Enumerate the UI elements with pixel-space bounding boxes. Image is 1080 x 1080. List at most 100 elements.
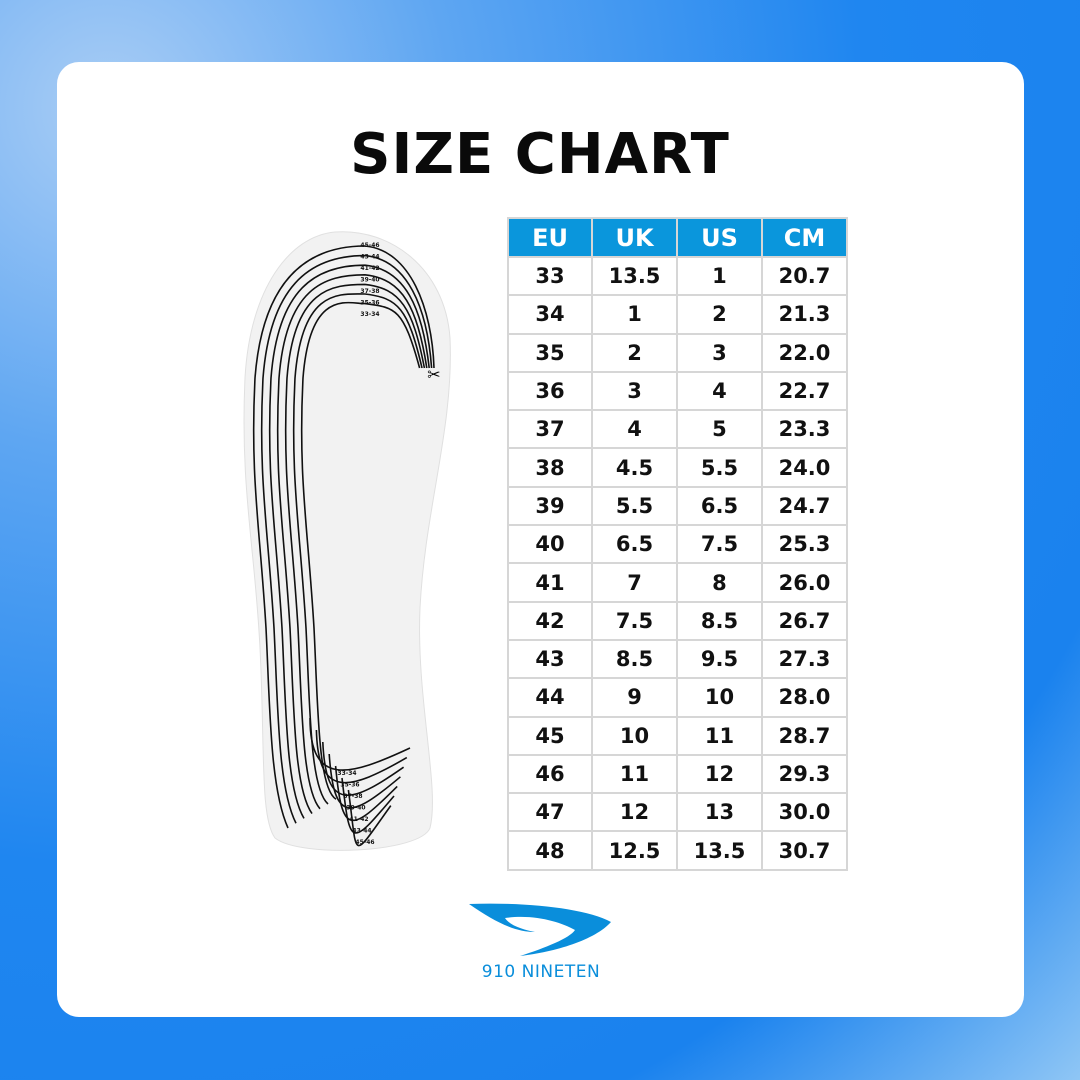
- table-cell: 27.3: [760, 638, 849, 680]
- table-cell: 22.0: [760, 332, 849, 373]
- trim-line: [276, 273, 428, 815]
- table-cell: 41: [506, 562, 594, 603]
- trim-label: 33-34: [360, 311, 379, 318]
- table-cell: 20.7: [760, 255, 849, 297]
- table-cell: 38: [506, 447, 594, 488]
- table-cell: 24.7: [760, 485, 849, 527]
- trim-line-heel: [347, 789, 392, 847]
- trim-label: 37-38: [343, 793, 362, 800]
- table-cell: 5.5: [676, 447, 763, 488]
- table-cell: 39: [506, 485, 594, 527]
- table-cell: 7.5: [676, 524, 763, 565]
- table-cell: 12: [591, 792, 678, 833]
- table-cell: 34: [506, 294, 594, 335]
- trim-label: 35-36: [340, 782, 359, 789]
- trim-label: 45-46: [355, 839, 374, 846]
- trim-line: [292, 293, 423, 805]
- trim-label: 45-46: [360, 242, 379, 249]
- table-cell: 8.5: [676, 600, 763, 641]
- table-cell: 12.5: [591, 830, 678, 871]
- table-row: 41 7 8 26.0: [506, 562, 849, 603]
- trim-line-heel: [328, 753, 401, 809]
- table-row: 35 2 3 22.0: [506, 332, 849, 373]
- trim-line: [300, 301, 421, 800]
- table-cell: 30.0: [760, 792, 849, 833]
- table-cell: 11: [591, 753, 678, 795]
- table-cell: 37: [506, 409, 594, 450]
- trim-label: 39-40: [360, 277, 379, 284]
- trim-label: 35-36: [360, 300, 379, 307]
- table-cell: 3: [591, 370, 678, 412]
- table-row: 39 5.5 6.5 24.7: [506, 485, 849, 527]
- insole-illustration: 45-46 43-44 41-42 39-40 37-38 35-36 33-34 45-4…: [243, 231, 451, 851]
- table-cell: 42: [506, 600, 594, 641]
- table-cell: 13.5: [591, 255, 678, 297]
- table-cell: 33: [506, 255, 594, 297]
- table-cell: 4.5: [591, 447, 678, 488]
- table-cell: 2: [676, 294, 763, 335]
- table-cell: 28.0: [760, 677, 849, 718]
- insole-outline: [243, 231, 451, 851]
- table-cell: 6.5: [591, 524, 678, 565]
- table-row: 48 12.5 13.5 30.7: [506, 830, 849, 871]
- table-cell: 8.5: [591, 638, 678, 680]
- table-cell: 7: [591, 562, 678, 603]
- table-cell: 40: [506, 524, 594, 565]
- table-cell: 2: [591, 332, 678, 373]
- table-cell: 21.3: [760, 294, 849, 335]
- table-cell: 36: [506, 370, 594, 412]
- table-cell: 45: [506, 715, 594, 756]
- table-cell: 25.3: [760, 524, 849, 565]
- table-row: 38 4.5 5.5 24.0: [506, 447, 849, 488]
- table-cell: 24.0: [760, 447, 849, 488]
- table-cell: 26.0: [760, 562, 849, 603]
- table-cell: 4: [676, 370, 763, 412]
- table-cell: 10: [676, 677, 763, 718]
- table-cell: 30.7: [760, 830, 849, 871]
- table-cell: 44: [506, 677, 594, 718]
- table-row: 40 6.5 7.5 25.3: [506, 524, 849, 565]
- trim-label: 41-42: [360, 265, 379, 272]
- column-header: UK: [591, 217, 678, 258]
- table-cell: 7.5: [591, 600, 678, 641]
- column-header: US: [676, 217, 763, 258]
- table-cell: 5.5: [591, 485, 678, 527]
- table-cell: 10: [591, 715, 678, 756]
- table-cell: 48: [506, 830, 594, 871]
- trim-line: [268, 264, 430, 819]
- table-cell: 9: [591, 677, 678, 718]
- table-cell: 29.3: [760, 753, 849, 795]
- table-row: 44 9 10 28.0: [506, 677, 849, 718]
- table-cell: 11: [676, 715, 763, 756]
- table-cell: 13: [676, 792, 763, 833]
- table-cell: 13.5: [676, 830, 763, 871]
- trim-line-heel: [315, 729, 408, 784]
- trim-label: 41-42: [349, 816, 368, 823]
- table-row: 46 11 12 29.3: [506, 753, 849, 795]
- table-cell: 4: [591, 409, 678, 450]
- table-cell: 22.7: [760, 370, 849, 412]
- table-cell: 5: [676, 409, 763, 450]
- brand-name: 910 NINETEN: [481, 962, 601, 982]
- table-cell: 28.7: [760, 715, 849, 756]
- table-row: 43 8.5 9.5 27.3: [506, 638, 849, 680]
- table-row: 37 4 5 23.3: [506, 409, 849, 450]
- column-header: EU: [506, 217, 594, 258]
- trim-label: 37-38: [360, 288, 379, 295]
- table-cell: 46: [506, 753, 594, 795]
- table-cell: 35: [506, 332, 594, 373]
- table-cell: 6.5: [676, 485, 763, 527]
- table-row: 42 7.5 8.5 26.7: [506, 600, 849, 641]
- table-cell: 9.5: [676, 638, 763, 680]
- trim-label: 39-40: [346, 805, 365, 812]
- table-row: 34 1 2 21.3: [506, 294, 849, 335]
- table-row: 33 13.5 1 20.7: [506, 255, 849, 297]
- table-cell: 12: [676, 753, 763, 795]
- trim-label: 33-34: [337, 770, 356, 777]
- table-cell: 26.7: [760, 600, 849, 641]
- page-title: SIZE CHART: [350, 122, 730, 187]
- trim-line: [284, 283, 426, 810]
- table-cell: 1: [591, 294, 678, 335]
- table-row: 47 12 13 30.0: [506, 792, 849, 833]
- trim-line: [260, 254, 433, 824]
